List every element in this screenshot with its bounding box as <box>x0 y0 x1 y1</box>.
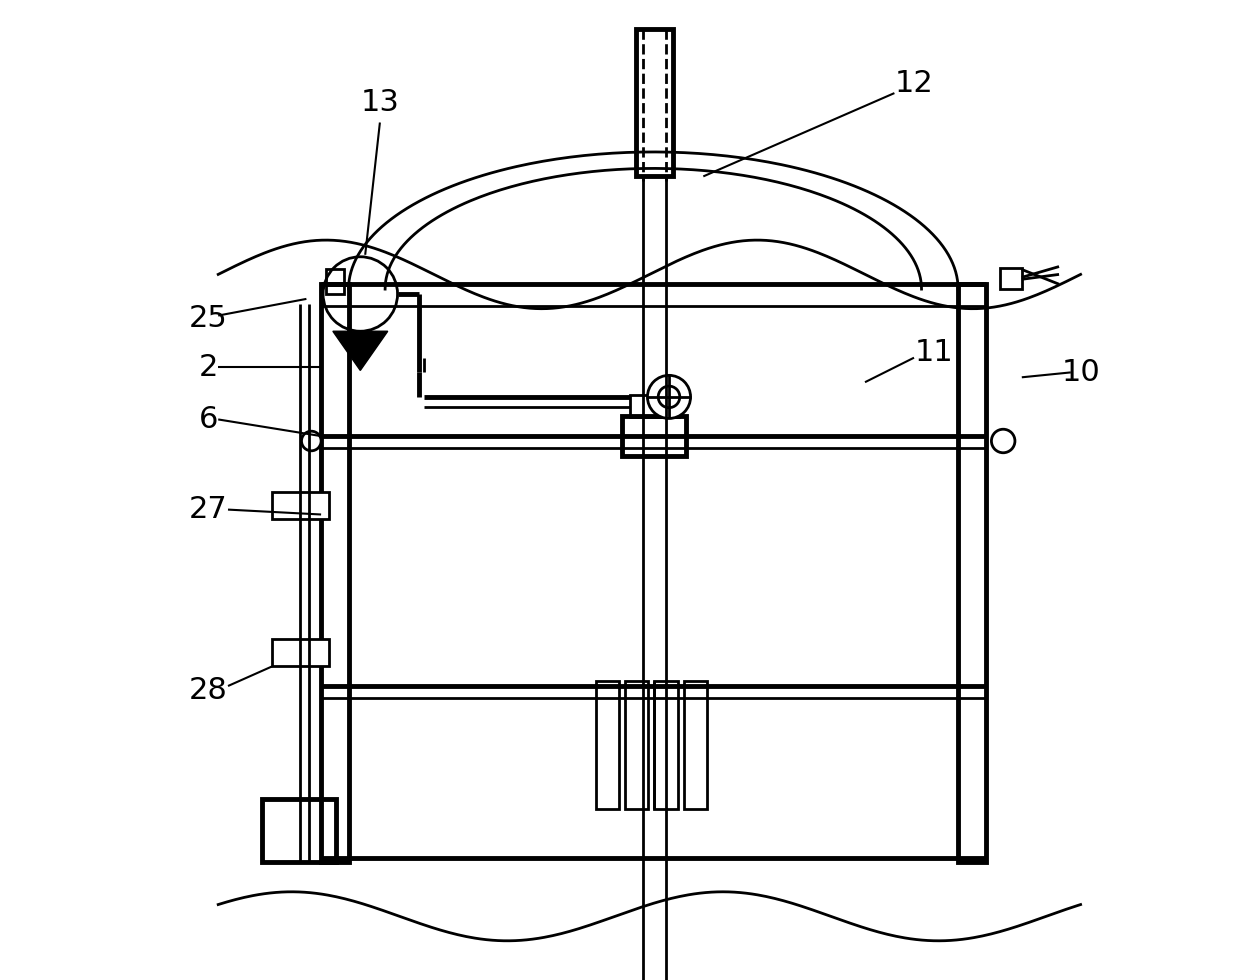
Circle shape <box>647 375 691 418</box>
Text: 11: 11 <box>914 338 954 368</box>
Bar <box>595 681 619 808</box>
Text: 2: 2 <box>198 353 218 382</box>
Bar <box>272 492 329 519</box>
Bar <box>321 284 348 862</box>
Bar <box>272 639 329 666</box>
Bar <box>959 284 986 862</box>
Text: 28: 28 <box>188 676 228 706</box>
Bar <box>1001 268 1022 289</box>
Bar <box>263 799 336 862</box>
Circle shape <box>992 429 1014 453</box>
Text: 6: 6 <box>198 405 218 434</box>
Polygon shape <box>332 331 388 370</box>
Bar <box>655 681 678 808</box>
Text: 27: 27 <box>188 495 228 524</box>
Circle shape <box>324 257 398 331</box>
Bar <box>683 681 707 808</box>
Circle shape <box>658 386 680 408</box>
Text: 25: 25 <box>188 304 228 333</box>
Bar <box>625 681 649 808</box>
Bar <box>636 29 673 176</box>
Text: 12: 12 <box>894 69 934 98</box>
Text: 13: 13 <box>361 88 399 118</box>
Bar <box>630 395 678 416</box>
Bar <box>622 416 686 456</box>
Circle shape <box>301 431 321 451</box>
Text: 10: 10 <box>1061 358 1100 387</box>
Bar <box>326 270 343 294</box>
